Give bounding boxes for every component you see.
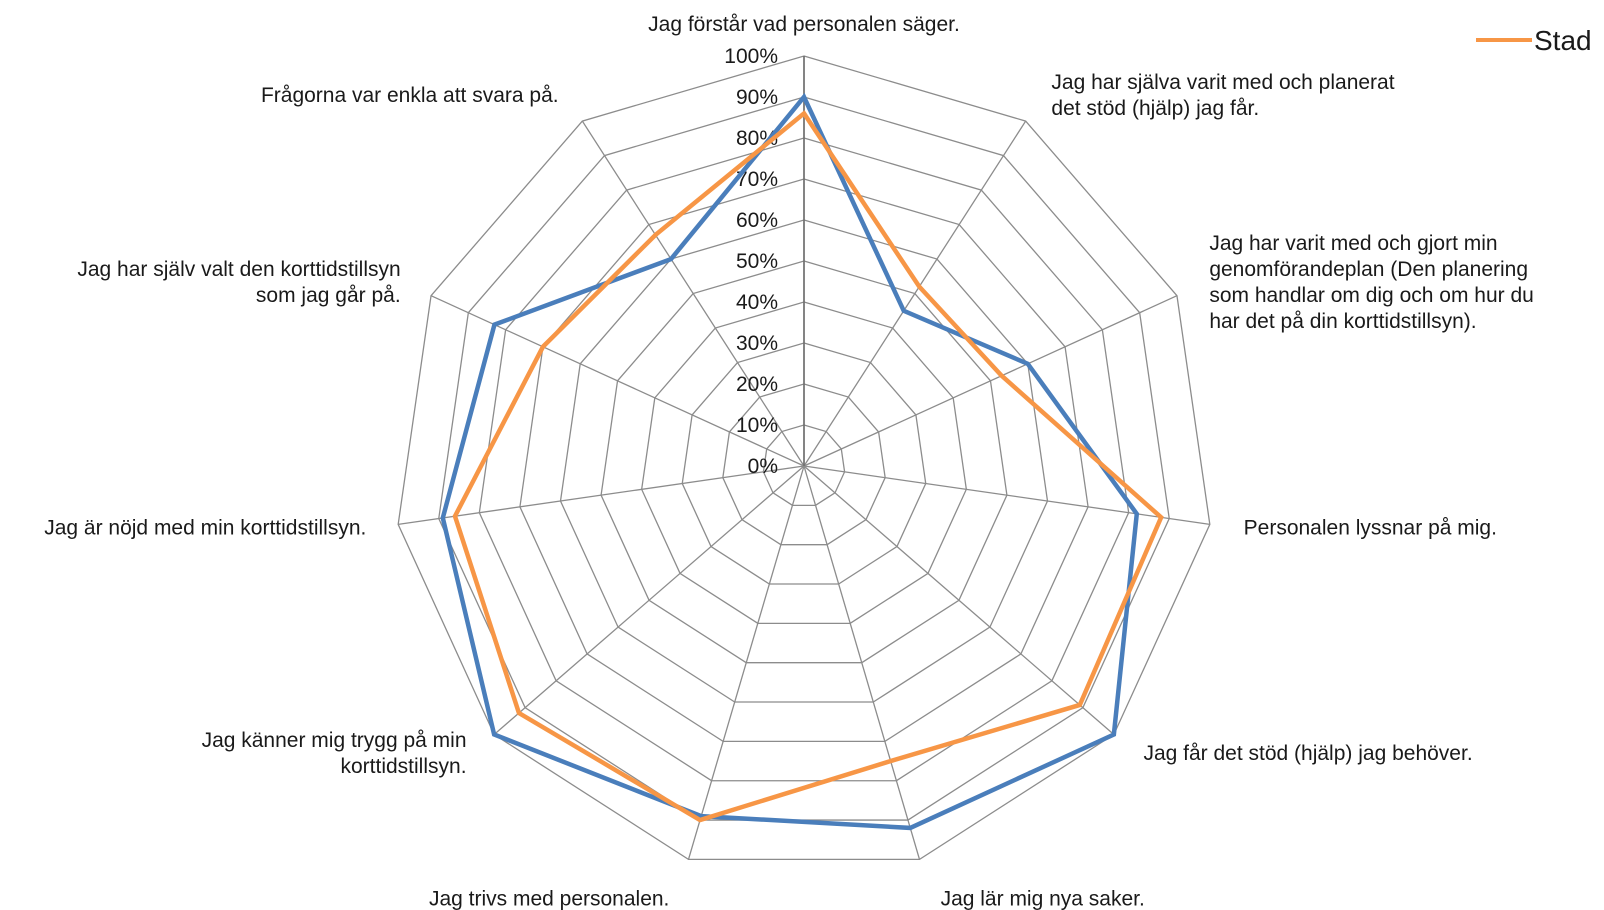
- category-label: Jag trivs med personalen.: [429, 888, 669, 910]
- legend-label-stad: Stad: [1534, 25, 1592, 56]
- tick-label: 70%: [736, 168, 778, 191]
- category-labels: Jag förstår vad personalen säger. Jag har…: [44, 13, 1534, 910]
- category-label: Jag har själv valt den korttidstillsyn so…: [77, 258, 400, 307]
- grid-ring: [397, 55, 1211, 861]
- legend: Stad: [1476, 25, 1592, 56]
- category-label: Jag får det stöd (hjälp) jag behöver.: [1143, 742, 1472, 765]
- category-label: Jag är nöjd med min korttidstillsyn.: [44, 517, 366, 540]
- category-label: Personalen lyssnar på mig.: [1244, 517, 1497, 540]
- grid-ring: [559, 219, 1049, 703]
- series-lines: [440, 92, 1164, 831]
- tick-label: 90%: [736, 86, 778, 109]
- grid-ring: [600, 260, 1008, 664]
- grid-ring: [478, 137, 1130, 782]
- grid-spoke: [803, 465, 1115, 735]
- tick-label: 40%: [736, 291, 778, 314]
- category-label: Jag har själva varit med och planerat det…: [1051, 71, 1394, 120]
- grid-ring: [722, 383, 886, 546]
- category-label: Jag har varit med och gjort min genomföra…: [1209, 232, 1534, 333]
- grid-ring: [681, 342, 927, 585]
- tick-label: 50%: [736, 250, 778, 273]
- tick-label: 0%: [748, 455, 778, 478]
- tick-label: 100%: [724, 45, 778, 68]
- grid-ring: [762, 424, 846, 506]
- grid-spoke: [803, 465, 1210, 525]
- tick-label: 10%: [736, 414, 778, 437]
- grid-spoke: [581, 120, 805, 467]
- category-label: Jag lär mig nya saker.: [941, 888, 1145, 910]
- category-label: Jag känner mig trygg på min korttidstills…: [202, 729, 467, 778]
- grid-spoke: [493, 465, 805, 735]
- grid-spoke: [803, 295, 1178, 467]
- category-label: Frågorna var enkla att svara på.: [261, 84, 559, 107]
- tick-label: 20%: [736, 373, 778, 396]
- tick-label: 30%: [736, 332, 778, 355]
- category-label: Jag förstår vad personalen säger.: [648, 13, 960, 36]
- grid-ring: [640, 301, 968, 625]
- grid-spoke: [398, 465, 805, 525]
- radial-tick-labels: 0%10%20%30%40%50%60%70%80%90%100%: [724, 45, 778, 478]
- series-line-1: [440, 92, 1140, 831]
- tick-label: 60%: [736, 209, 778, 232]
- series-line-2: [452, 110, 1164, 823]
- grid-spoke: [687, 465, 805, 860]
- grid-spoke: [803, 465, 921, 860]
- grid-spoke: [803, 120, 1027, 467]
- radar-grid: [397, 55, 1211, 861]
